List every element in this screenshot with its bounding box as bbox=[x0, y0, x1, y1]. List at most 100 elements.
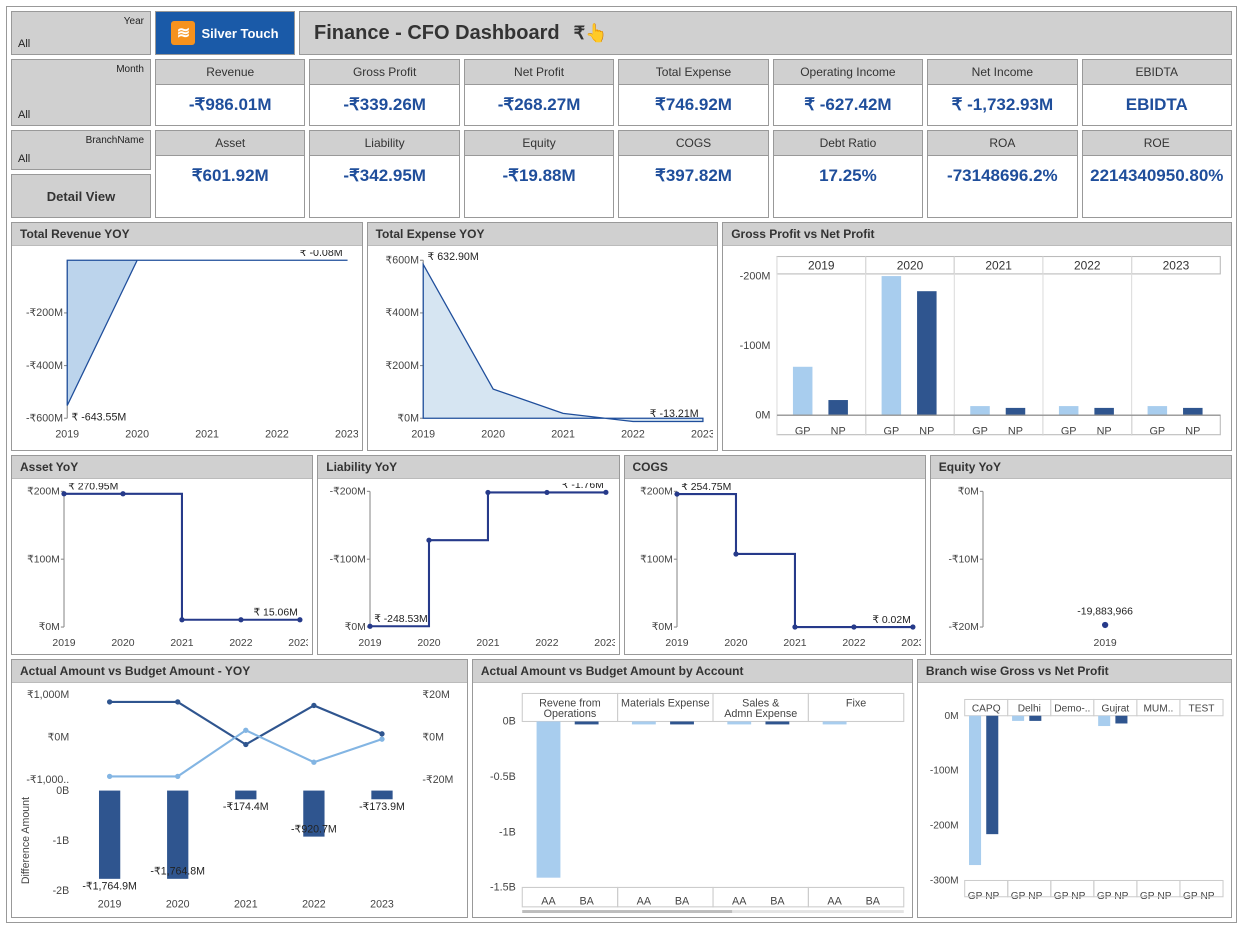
kpi-card: Equity-₹19.88M bbox=[464, 130, 614, 218]
svg-text:2019: 2019 bbox=[52, 637, 75, 648]
kpi-card: Asset₹601.92M bbox=[155, 130, 305, 218]
svg-text:Difference Amount: Difference Amount bbox=[20, 797, 32, 884]
svg-text:Fixe: Fixe bbox=[846, 697, 866, 709]
svg-text:NP: NP bbox=[1185, 426, 1200, 438]
kpi-card: Revenue-₹986.01M bbox=[155, 59, 305, 126]
chart-asset: ₹0M₹100M₹200M20192020202120222023₹ 270.9… bbox=[16, 483, 308, 650]
kpi-card: EBIDTAEBIDTA bbox=[1082, 59, 1232, 126]
kpi-value: -₹339.26M bbox=[310, 85, 458, 125]
svg-text:2022: 2022 bbox=[302, 898, 326, 910]
svg-text:2019: 2019 bbox=[55, 428, 79, 440]
svg-text:-100M: -100M bbox=[930, 765, 959, 776]
chart-gpnp: 201920202021202220230M-100M-200MGPNPGPNP… bbox=[727, 250, 1227, 446]
kpi-label: Total Expense bbox=[619, 60, 767, 85]
filter-branch-label: BranchName bbox=[18, 135, 144, 146]
svg-text:2022: 2022 bbox=[842, 637, 865, 648]
svg-text:₹0M: ₹0M bbox=[651, 622, 672, 633]
svg-text:-₹173.9M: -₹173.9M bbox=[359, 800, 405, 812]
svg-text:BA: BA bbox=[675, 895, 690, 907]
svg-text:AA: AA bbox=[732, 895, 747, 907]
svg-text:2023: 2023 bbox=[901, 637, 921, 648]
svg-text:-300M: -300M bbox=[930, 875, 959, 886]
svg-text:2022: 2022 bbox=[1074, 259, 1101, 273]
kpi-card: ROE2214340950.80% bbox=[1082, 130, 1232, 218]
svg-text:-₹600M: -₹600M bbox=[26, 412, 63, 424]
svg-text:₹0M: ₹0M bbox=[957, 486, 978, 497]
panel-title: Gross Profit vs Net Profit bbox=[723, 223, 1231, 246]
panel-actbud-acc: Actual Amount vs Budget Amount by Accoun… bbox=[472, 659, 913, 918]
kpi-card: Liability-₹342.95M bbox=[309, 130, 459, 218]
panel-equity: Equity YoY ₹0M-₹10M-₹20M-19,883,9662019 bbox=[930, 455, 1232, 655]
chart-actbud-yoy: ₹1,000M₹0M-₹1,000..₹20M₹0M-₹20M0B-1B-2B-… bbox=[16, 687, 463, 913]
filter-month[interactable]: Month All bbox=[11, 59, 151, 126]
kpi-value: ₹ -1,732.93M bbox=[928, 85, 1076, 125]
svg-text:2021: 2021 bbox=[234, 898, 258, 910]
kpi-label: Gross Profit bbox=[310, 60, 458, 85]
svg-text:-200M: -200M bbox=[930, 820, 959, 831]
svg-text:Delhi: Delhi bbox=[1018, 703, 1041, 714]
svg-text:2020: 2020 bbox=[111, 637, 134, 648]
panel-title: Actual Amount vs Budget Amount by Accoun… bbox=[473, 660, 912, 683]
filter-year[interactable]: Year All bbox=[11, 11, 151, 55]
svg-text:BA: BA bbox=[770, 895, 785, 907]
kpi-label: Net Profit bbox=[465, 60, 613, 85]
svg-text:2020: 2020 bbox=[418, 637, 441, 648]
svg-text:Gujrat: Gujrat bbox=[1101, 703, 1129, 714]
svg-text:AA: AA bbox=[541, 895, 556, 907]
svg-text:-2B: -2B bbox=[53, 884, 70, 896]
svg-text:₹ -0.08M: ₹ -0.08M bbox=[300, 250, 343, 259]
svg-text:2021: 2021 bbox=[477, 637, 500, 648]
kpi-card: Net Profit-₹268.27M bbox=[464, 59, 614, 126]
filter-month-value: All bbox=[18, 109, 144, 121]
kpi-card: Operating Income₹ -627.42M bbox=[773, 59, 923, 126]
svg-text:GP: GP bbox=[884, 426, 900, 438]
svg-text:2022: 2022 bbox=[229, 637, 252, 648]
svg-text:NP: NP bbox=[831, 426, 846, 438]
kpi-label: Equity bbox=[465, 131, 613, 156]
svg-text:2023: 2023 bbox=[370, 898, 394, 910]
kpi-value: EBIDTA bbox=[1083, 85, 1231, 125]
kpi-label: Operating Income bbox=[774, 60, 922, 85]
svg-text:2023: 2023 bbox=[691, 428, 714, 440]
svg-text:2021: 2021 bbox=[783, 637, 806, 648]
logo-text: Silver Touch bbox=[201, 26, 278, 41]
svg-text:₹ 15.06M: ₹ 15.06M bbox=[254, 607, 298, 618]
svg-text:AA: AA bbox=[637, 895, 652, 907]
chart-equity: ₹0M-₹10M-₹20M-19,883,9662019 bbox=[935, 483, 1227, 650]
panel-title: Liability YoY bbox=[318, 456, 618, 479]
svg-text:₹ -1.76M: ₹ -1.76M bbox=[562, 483, 604, 491]
svg-text:-₹20M: -₹20M bbox=[948, 622, 978, 633]
panel-title: Total Revenue YOY bbox=[12, 223, 362, 246]
svg-text:-₹1,764.9M: -₹1,764.9M bbox=[82, 880, 137, 892]
kpi-value: -73148696.2% bbox=[928, 156, 1076, 196]
svg-text:2019: 2019 bbox=[808, 259, 835, 273]
kpi-value: ₹746.92M bbox=[619, 85, 767, 125]
svg-text:-₹920.7M: -₹920.7M bbox=[291, 823, 337, 835]
kpi-row-1: Revenue-₹986.01MGross Profit-₹339.26MNet… bbox=[155, 59, 1232, 126]
svg-text:-200M: -200M bbox=[740, 270, 771, 282]
svg-text:2019: 2019 bbox=[665, 637, 688, 648]
filter-branch-value: All bbox=[18, 153, 144, 165]
svg-text:₹ -248.53M: ₹ -248.53M bbox=[374, 614, 428, 625]
detail-view-button[interactable]: Detail View bbox=[11, 174, 151, 218]
logo: ≋ Silver Touch bbox=[155, 11, 295, 55]
svg-text:NP: NP bbox=[1097, 426, 1112, 438]
svg-text:2020: 2020 bbox=[125, 428, 149, 440]
filter-branch[interactable]: BranchName All bbox=[11, 130, 151, 170]
kpi-label: Asset bbox=[156, 131, 304, 156]
svg-text:BA: BA bbox=[579, 895, 594, 907]
svg-text:2021: 2021 bbox=[170, 637, 193, 648]
kpi-label: Debt Ratio bbox=[774, 131, 922, 156]
svg-text:Materials Expense: Materials Expense bbox=[621, 697, 710, 709]
svg-text:-₹174.4M: -₹174.4M bbox=[223, 801, 269, 813]
svg-text:₹ 254.75M: ₹ 254.75M bbox=[681, 483, 731, 493]
svg-text:₹600M: ₹600M bbox=[385, 254, 418, 266]
panel-cogs: COGS ₹0M₹100M₹200M20192020202120222023₹ … bbox=[624, 455, 926, 655]
kpi-value: ₹601.92M bbox=[156, 156, 304, 196]
chart-exp-yoy: ₹0M₹200M₹400M₹600M20192020202120222023₹ … bbox=[372, 250, 714, 446]
kpi-label: ROE bbox=[1083, 131, 1231, 156]
panel-exp-yoy: Total Expense YOY ₹0M₹200M₹400M₹600M2019… bbox=[367, 222, 719, 451]
svg-text:2023: 2023 bbox=[288, 637, 308, 648]
svg-text:2021: 2021 bbox=[551, 428, 575, 440]
svg-text:₹100M: ₹100M bbox=[27, 554, 60, 565]
